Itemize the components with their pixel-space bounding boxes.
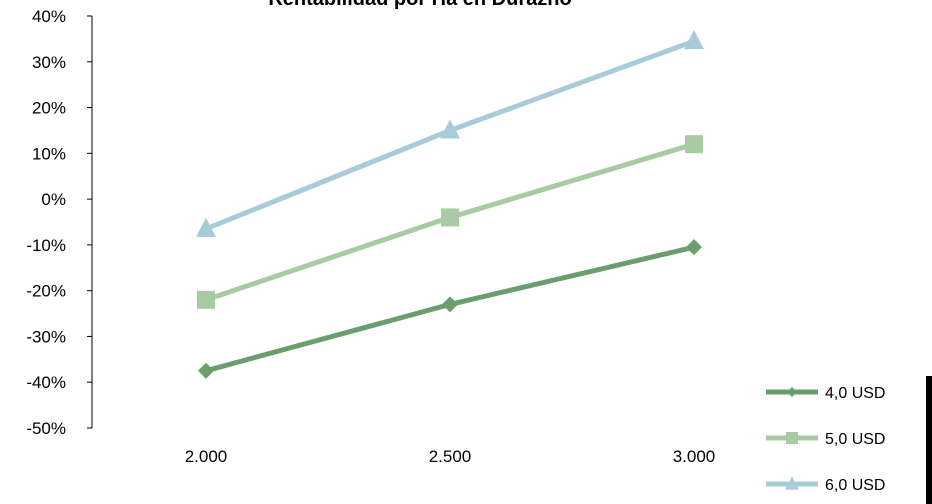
legend-marker	[787, 387, 797, 397]
legend-label: 4,0 USD	[825, 385, 885, 402]
legend: 4,0 USD 5,0 USD 6,0 USD	[766, 385, 885, 494]
legend-label: 6,0 USD	[825, 477, 885, 494]
y-axis: 40% 30% 20% 10% 0% -10% -20% -30% -40% -50%	[26, 7, 92, 438]
data-point	[196, 217, 216, 237]
y-tick-label: -30%	[26, 327, 66, 346]
data-point	[686, 239, 702, 256]
y-tick-label: 10%	[32, 144, 66, 163]
data-point	[685, 135, 703, 154]
y-tick-label: -40%	[26, 373, 66, 392]
data-point	[197, 290, 215, 309]
y-tick-label: 30%	[32, 53, 66, 72]
x-tick-label: 2.500	[429, 447, 472, 466]
chart-title: Rentabilidad por Ha en Durazno	[268, 0, 571, 10]
plot-area	[196, 30, 704, 379]
y-tick-label: 40%	[32, 7, 66, 26]
data-point	[441, 208, 459, 227]
data-point	[198, 362, 214, 379]
y-tick-label: 20%	[32, 99, 66, 118]
y-tick-label: 0%	[41, 190, 66, 209]
x-axis: 2.000 2.500 3.000	[185, 447, 716, 466]
x-tick-label: 3.000	[673, 447, 716, 466]
x-tick-label: 2.000	[185, 447, 228, 466]
y-tick-label: -20%	[26, 282, 66, 301]
legend-label: 5,0 USD	[825, 431, 885, 448]
legend-marker	[786, 432, 798, 444]
legend-marker	[785, 476, 799, 490]
data-point	[684, 30, 704, 50]
data-point	[442, 296, 458, 313]
data-point	[440, 119, 460, 139]
y-tick-label: -50%	[26, 419, 66, 438]
edge-bar	[926, 376, 932, 504]
y-tick-label: -10%	[26, 236, 66, 255]
